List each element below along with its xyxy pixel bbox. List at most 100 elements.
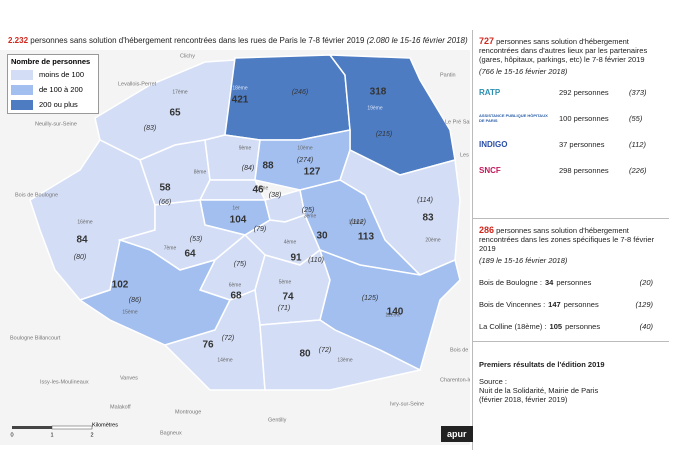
arrondissement-previous: (80) [74, 254, 86, 261]
partner-logo: RATP [479, 87, 501, 97]
zone-row: Bois de Boulogne :34 personnes (20) [479, 271, 663, 293]
place-label: Les Lilas [460, 152, 470, 158]
place-label: Bois de Boulogne [15, 192, 58, 198]
place-label: Bagneux [160, 430, 182, 436]
arrondissement-previous: (75) [234, 261, 246, 268]
arrondissement-name: 7ème [164, 245, 177, 251]
arrondissement-previous: (66) [159, 199, 171, 206]
arrondissement-name: 18ème [232, 85, 248, 91]
arrondissement-count: 68 [230, 291, 242, 302]
place-label: Pantin [440, 72, 456, 78]
edition: Premiers résultats de l'édition 2019 [479, 360, 605, 369]
arrondissement-name: 6ème [229, 282, 242, 288]
place-label: Vanves [120, 375, 138, 381]
partner-previous: (373) [629, 87, 647, 97]
arrondissement-name: 4ème [284, 239, 297, 245]
partner-row: RATP 292 personnes (373) [479, 79, 663, 105]
partner-previous: (55) [629, 113, 643, 123]
scale-tick: 2 [90, 432, 93, 438]
zone-name: Bois de Boulogne : [479, 277, 542, 287]
partner-logo: SNCF [479, 165, 501, 175]
legend-swatch [11, 84, 33, 95]
side-panel: 727 personnes sans solution d'hébergemen… [441, 30, 669, 450]
arrondissement-count: 104 [230, 215, 247, 226]
arrondissement-name: 5ème [279, 279, 292, 285]
zones-text: personnes sans solution d'hébergement re… [479, 226, 655, 253]
zone-unit: personnes [563, 299, 599, 309]
zone-count: 147 [548, 299, 561, 309]
arrondissement-count: 80 [299, 349, 311, 360]
legend-swatch [11, 69, 33, 80]
place-label: Gentilly [268, 417, 287, 423]
arrondissement-count: 421 [232, 95, 249, 106]
arrondissement-count: 65 [169, 108, 181, 119]
zones-count: 286 [479, 225, 495, 235]
arrondissement-count: 102 [112, 280, 129, 291]
title-previous: (2.080 le 15-16 février 2018) [366, 36, 468, 45]
source-label: Source : [479, 377, 507, 386]
partners-previous: (766 le 15-16 février 2018) [479, 67, 568, 76]
arrondissement-count: 318 [370, 87, 387, 98]
scale-tick: 1 [50, 432, 53, 438]
arrondissement-previous: (112) [350, 219, 366, 226]
arrondissement-previous: (246) [292, 89, 308, 96]
place-label: Clichy [180, 53, 195, 59]
arrondissement-previous: (53) [190, 236, 202, 243]
title-text: personnes sans solution d'hébergement re… [30, 36, 365, 45]
arrondissement-name: 2ème [256, 185, 269, 191]
brand: apur [441, 426, 473, 442]
partner-previous: (226) [629, 165, 647, 175]
arrondissement-previous: (110) [308, 257, 324, 264]
place-label: Ivry-sur-Seine [390, 401, 424, 407]
arrondissement-count: 84 [76, 235, 88, 246]
arrondissement-name: 19ème [367, 105, 383, 111]
arrondissement-name: 1er [232, 205, 240, 211]
place-label: Levallois-Perret [118, 81, 157, 87]
arrondissement [204, 134, 261, 181]
arrondissement-previous: (215) [376, 131, 392, 138]
zone-row: Bois de Vincennes :147 personnes (129) [479, 293, 663, 315]
legend-label: 200 ou plus [39, 100, 78, 109]
arrondissement-previous: (84) [242, 165, 254, 172]
scale-bar [51, 425, 93, 430]
scale-bar [12, 426, 52, 429]
zone-name: Bois de Vincennes : [479, 299, 546, 309]
arrondissement-name: 11ème [349, 219, 364, 225]
legend-swatch [11, 99, 33, 110]
legend-label: moins de 100 [39, 70, 85, 79]
partner-row: INDIGO 37 personnes (112) [479, 131, 663, 157]
partner-count: 298 personnes [559, 165, 609, 175]
arrondissement-previous: (86) [129, 297, 141, 304]
zone-unit: personnes [565, 321, 601, 331]
legend: Nombre de personnes moins de 100 de 100 à… [7, 54, 99, 114]
arrondissement-name: 15ème [122, 309, 138, 315]
scale-unit: Kilomètres [92, 422, 118, 428]
zone-previous: (20) [639, 277, 653, 287]
partners-text: personnes sans solution d'hébergement re… [479, 37, 648, 64]
arrondissement-previous: (25) [302, 207, 314, 214]
arrondissement-count: 74 [282, 292, 294, 303]
legend-item: de 100 à 200 [8, 83, 98, 98]
map: 17ème 65 (83) 18ème 421 (246) 19ème 318 (215) 1 6è… [0, 50, 470, 445]
partner-count: 292 personnes [559, 87, 609, 97]
zone-count: 34 [544, 277, 554, 287]
place-label: Charenton-le-Pont [440, 377, 470, 383]
partner-row: ASSISTANCE PUBLIQUE HÔPITAUX DE PARIS 100… [479, 105, 663, 131]
arrondissement-name: 20ème [425, 237, 441, 243]
arrondissement-count: 140 [387, 307, 404, 318]
partner-row: SNCF 298 personnes (226) [479, 157, 663, 183]
zone-unit: personnes [556, 277, 592, 287]
arrondissement-count: 83 [422, 213, 434, 224]
arrondissement-previous: (114) [417, 197, 433, 204]
arrondissement-previous: (38) [269, 192, 281, 199]
zone-name: La Colline (18ème) : [479, 321, 547, 331]
zone-previous: (129) [635, 299, 653, 309]
zone-row: La Colline (18ème) :105 personnes (40) [479, 315, 663, 337]
arrondissement-previous: (125) [362, 295, 378, 302]
arrondissement-previous: (83) [144, 125, 156, 132]
legend-item: moins de 100 [8, 68, 98, 83]
place-label: Malakoff [110, 404, 131, 410]
place-label: Le Pré Saint Gervais [445, 119, 470, 125]
arrondissement-name: 8ème [194, 169, 207, 175]
arrondissement-name: 17ème [172, 89, 188, 95]
